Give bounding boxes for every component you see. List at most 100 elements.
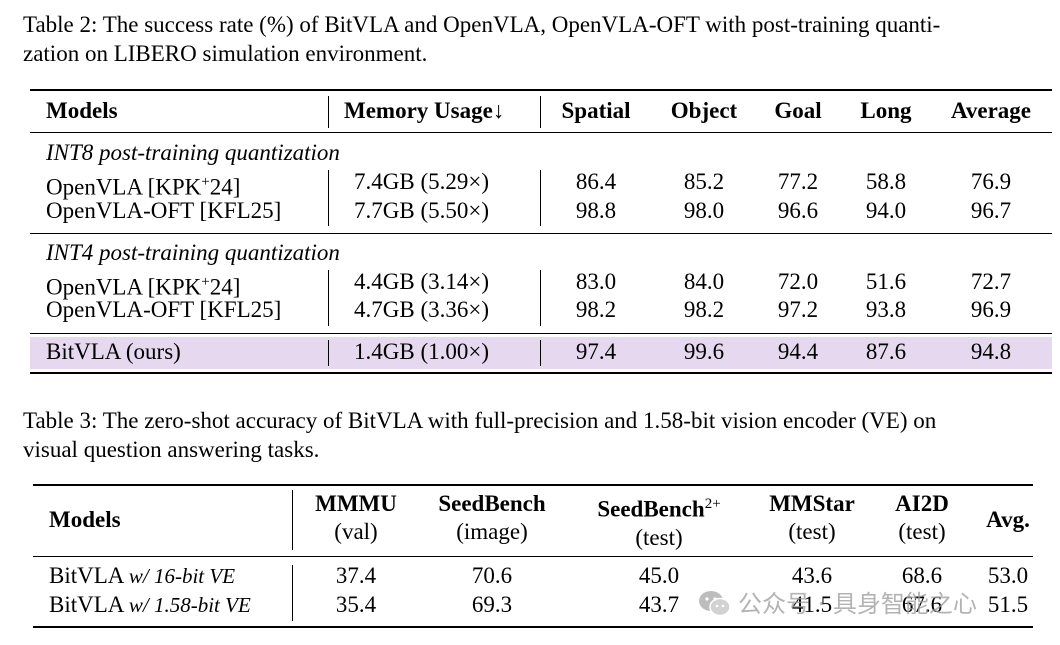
t2-row-average: 96.9	[970, 297, 1012, 322]
t3-row-mmmu: 37.4	[335, 563, 377, 588]
t2-row-model: OpenVLA [KPK+24]	[46, 174, 241, 200]
t3-header-seedbench: SeedBench (image)	[420, 490, 564, 546]
t2-row-object: 84.0	[683, 269, 725, 294]
t3-header-models: Models	[49, 507, 121, 532]
t3-row-mmstar: 43.6	[791, 563, 833, 588]
t2-ours-goal: 94.4	[777, 339, 819, 364]
wechat-icon	[699, 591, 731, 617]
t2-row-object: 98.2	[683, 297, 725, 322]
t2-row-memory: 7.4GB (5.29×)	[354, 169, 489, 194]
t2-ours-object: 99.6	[683, 339, 725, 364]
table3-bottom-rule	[33, 626, 1033, 628]
t2-row-spatial: 86.4	[575, 169, 617, 194]
t2-row-average: 76.9	[970, 169, 1012, 194]
t2-ours-memory: 1.4GB (1.00×)	[354, 339, 489, 364]
t2-header-spatial: Spatial	[561, 98, 631, 123]
table2-caption: Table 2: The success rate (%) of BitVLA …	[23, 10, 1058, 68]
t2-ours-highlight	[30, 337, 1052, 369]
t2-section-int4-title: INT4 post-training quantization	[46, 240, 340, 265]
t3-body-divider	[292, 565, 293, 621]
t2-row-goal: 72.0	[777, 269, 819, 294]
t2-section-int8-title: INT8 post-training quantization	[46, 140, 340, 165]
t2-int4-divider-1	[328, 270, 329, 326]
t2-header-divider-2	[540, 96, 541, 128]
table3-caption-line1: Table 3: The zero-shot accuracy of BitVL…	[23, 408, 937, 433]
t2-row-model: OpenVLA [KPK+24]	[46, 274, 241, 300]
t3-header-avg: Avg.	[986, 507, 1030, 532]
table3-top-rule	[33, 484, 1033, 486]
t3-row-seedbench2: 43.7	[638, 592, 680, 617]
t2-ours-long: 87.6	[865, 339, 907, 364]
t2-row-spatial: 98.8	[575, 198, 617, 223]
t3-header-mmstar-sub: (test)	[788, 519, 836, 544]
t2-row-goal: 96.6	[777, 198, 819, 223]
t2-row-spatial: 98.2	[575, 297, 617, 322]
table2-caption-line2: zation on LIBERO simulation environment.	[23, 41, 428, 66]
t3-header-mmmu: MMMU (val)	[300, 490, 412, 546]
t2-row-long: 58.8	[865, 169, 907, 194]
t3-header-seedbench2: SeedBench2+ (test)	[578, 490, 740, 552]
t2-row-long: 94.0	[865, 198, 907, 223]
t3-row-seedbench: 69.3	[471, 592, 513, 617]
t2-ours-divider-1	[328, 340, 329, 366]
watermark: 公众号 · 具身智能之心	[698, 584, 1038, 624]
t2-header-average: Average	[950, 98, 1032, 123]
table2-top-rule	[30, 89, 1052, 91]
t3-header-seedbench-title: SeedBench	[438, 491, 546, 516]
t3-row-seedbench2: 45.0	[638, 563, 680, 588]
t3-header-seedbench2-sub: (test)	[635, 524, 683, 550]
t3-header-ai2d-sub: (test)	[898, 519, 946, 544]
t3-row-ai2d: 67.6	[901, 592, 943, 617]
t2-row-model: OpenVLA-OFT [KFL25]	[46, 198, 282, 223]
t2-row-long: 93.8	[865, 297, 907, 322]
t2-header-goal: Goal	[774, 98, 822, 123]
t2-row-goal: 77.2	[777, 169, 819, 194]
t3-row-model: BitVLA w/ 1.58-bit VE	[49, 592, 251, 617]
t3-header-mmmu-title: MMMU	[315, 491, 397, 516]
t3-row-avg: 53.0	[987, 563, 1029, 588]
t2-ours-top-rule	[30, 333, 1052, 334]
t2-row-memory: 7.7GB (5.50×)	[354, 198, 489, 223]
watermark-text: 公众号 · 具身智能之心	[738, 590, 977, 618]
table3-caption: Table 3: The zero-shot accuracy of BitVL…	[23, 406, 1058, 464]
t2-row-memory: 4.4GB (3.14×)	[354, 269, 489, 294]
t2-ours-divider-2	[540, 340, 541, 366]
t3-row-seedbench: 70.6	[471, 563, 513, 588]
t3-header-rule	[33, 556, 1033, 557]
t3-header-divider	[292, 490, 293, 550]
t3-header-ai2d-title: AI2D	[895, 491, 949, 516]
t2-int4-divider-2	[540, 270, 541, 326]
t2-header-divider-1	[328, 96, 329, 128]
t3-header-ai2d: AI2D (test)	[874, 490, 970, 546]
t2-section-rule	[30, 233, 1052, 234]
table2-caption-line1: Table 2: The success rate (%) of BitVLA …	[23, 12, 941, 37]
t3-header-seedbench-sub: (image)	[456, 519, 528, 544]
t2-header-object: Object	[670, 98, 738, 123]
t2-ours-spatial: 97.4	[575, 339, 617, 364]
t2-ours-average: 94.8	[970, 339, 1012, 364]
t3-header-mmstar-title: MMStar	[769, 491, 855, 516]
table2-bottom-rule	[30, 372, 1052, 374]
t2-int8-divider-2	[540, 170, 541, 226]
t2-row-goal: 97.2	[777, 297, 819, 322]
t2-row-long: 51.6	[865, 269, 907, 294]
t3-header-mmstar: MMStar (test)	[756, 490, 868, 546]
t2-header-models: Models	[46, 98, 118, 123]
t2-header-long: Long	[860, 98, 912, 123]
t3-row-mmstar: 41.5	[791, 592, 833, 617]
t2-ours-model: BitVLA (ours)	[46, 339, 181, 364]
t2-row-memory: 4.7GB (3.36×)	[354, 297, 489, 322]
t2-row-average: 72.7	[970, 269, 1012, 294]
t2-row-model: OpenVLA-OFT [KFL25]	[46, 297, 282, 322]
t3-header-mmmu-sub: (val)	[334, 519, 378, 544]
t3-header-seedbench2-title: SeedBench2+	[597, 496, 721, 522]
t2-row-object: 98.0	[683, 198, 725, 223]
t3-row-avg: 51.5	[987, 592, 1029, 617]
t3-row-mmmu: 35.4	[335, 592, 377, 617]
t2-int8-divider-1	[328, 170, 329, 226]
table3-caption-line2: visual question answering tasks.	[23, 437, 320, 462]
t2-row-spatial: 83.0	[575, 269, 617, 294]
t2-row-object: 85.2	[683, 169, 725, 194]
t3-row-model: BitVLA w/ 16-bit VE	[49, 563, 236, 588]
t3-row-ai2d: 68.6	[901, 563, 943, 588]
